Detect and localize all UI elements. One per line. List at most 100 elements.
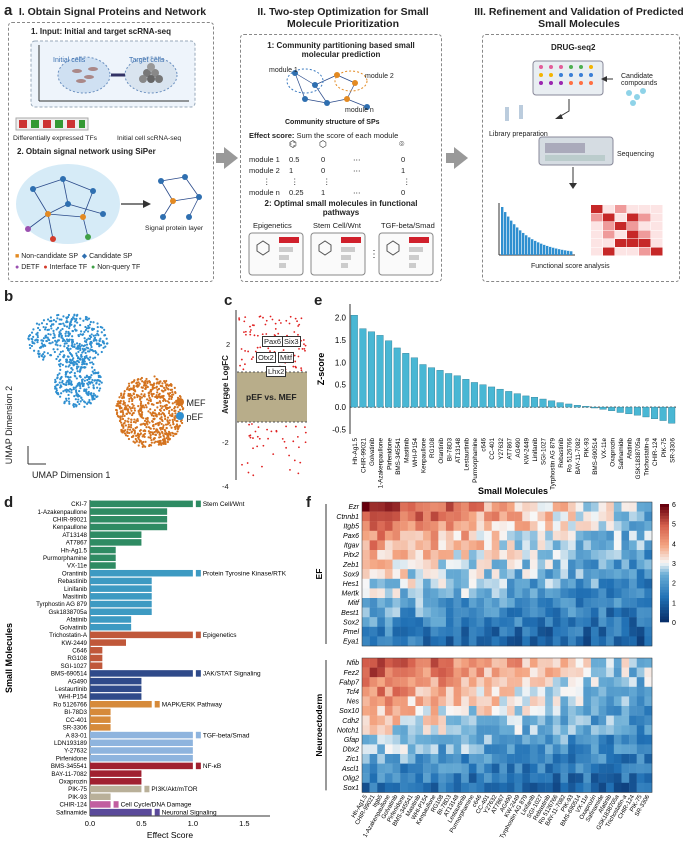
f-cell	[552, 725, 561, 735]
umap-point-pef	[49, 324, 53, 328]
f-cell	[415, 773, 424, 783]
f-cell	[407, 530, 416, 541]
f-cell	[400, 754, 408, 764]
f-cell	[491, 569, 500, 579]
umap-point-mef	[174, 391, 177, 395]
f-cell	[552, 559, 561, 570]
volcano-point-down	[258, 437, 261, 440]
f-cell	[545, 540, 553, 551]
mini-heat-cell	[627, 239, 639, 247]
f-cell	[636, 588, 645, 599]
f-cell	[430, 559, 439, 570]
f-cell	[537, 598, 546, 608]
umap-point-pef	[88, 398, 91, 402]
umap-point-pef	[88, 337, 91, 341]
umap-point-mef	[156, 391, 159, 394]
f-cell	[636, 763, 645, 774]
f-cell	[438, 686, 447, 697]
volcano-point-down	[299, 461, 302, 464]
volcano-point-up	[265, 319, 268, 322]
f-cell	[583, 744, 592, 755]
umap-point-pef	[96, 330, 99, 333]
umap-point-mef	[115, 412, 119, 416]
umap-point-mef	[144, 445, 147, 448]
umap-point-mef	[135, 382, 138, 385]
umap-point-mef	[152, 427, 155, 430]
umap-point-mef	[166, 392, 170, 395]
umap-point-mef	[130, 418, 133, 421]
volcano-point-down	[293, 459, 296, 462]
d-ytick: AT7867	[66, 540, 88, 547]
umap-point-pef	[59, 322, 62, 326]
volcano-point-down	[275, 429, 278, 432]
umap-point-pef	[96, 325, 99, 329]
umap-point-mef	[149, 383, 152, 386]
f-cell	[598, 706, 607, 716]
umap-point-pef	[79, 387, 82, 390]
f-cell	[415, 511, 424, 522]
f-cell	[507, 502, 515, 512]
f-cell	[560, 578, 569, 589]
f-colorbar-step	[660, 619, 669, 623]
umap-point-pef	[87, 347, 90, 350]
f-cell	[476, 754, 485, 764]
f-colorbar-step	[660, 601, 669, 605]
f-cell	[560, 588, 569, 599]
f-cell	[575, 706, 584, 716]
f-cell	[636, 773, 645, 783]
f-cell	[529, 696, 538, 707]
f-cell	[598, 530, 607, 541]
volcano-point-up	[289, 315, 292, 318]
umap-point-mef	[140, 407, 143, 410]
volcano-plot	[235, 310, 307, 480]
umap-point-pef	[74, 389, 78, 392]
f-cell	[362, 696, 370, 707]
f-cell	[362, 667, 370, 678]
umap-point-pef	[93, 379, 97, 382]
umap-point-mef	[161, 419, 164, 423]
d-bar	[90, 685, 142, 693]
e-bar	[513, 393, 521, 408]
umap-point-pef	[38, 352, 41, 355]
umap-point-mef	[141, 386, 144, 389]
f-cell	[575, 540, 584, 551]
f-cell	[514, 658, 523, 668]
f-cell	[560, 725, 569, 735]
f-block-frame-neuro	[361, 657, 653, 793]
f-cell	[560, 626, 569, 637]
f-cell	[537, 686, 546, 697]
umap-point-mef	[138, 382, 141, 385]
umap-point-mef	[143, 422, 146, 426]
f-gene-label: Notch1	[337, 727, 359, 734]
f-cell	[362, 626, 370, 637]
umap-point-mef	[124, 419, 127, 422]
f-cell	[552, 636, 561, 647]
umap-point-pef	[62, 382, 65, 386]
volcano-point-up	[273, 334, 276, 336]
f-cell	[484, 530, 492, 541]
f-cell	[369, 578, 378, 589]
umap-point-pef	[89, 356, 92, 359]
mini-heat-cell	[615, 213, 627, 222]
e-xtick: VX-11e	[601, 438, 608, 459]
e-bar	[668, 406, 676, 424]
f-cell	[575, 734, 584, 745]
umap-point-mef	[139, 398, 142, 401]
f-cell	[430, 502, 439, 512]
umap-point-pef	[60, 392, 63, 395]
f-cell	[644, 706, 653, 716]
f-cell	[583, 550, 592, 560]
f-cell	[491, 773, 500, 783]
f-cell	[568, 696, 576, 707]
umap-point-pef	[80, 396, 83, 399]
f-cell	[423, 598, 431, 608]
umap-point-mef	[163, 380, 166, 383]
f-cell	[529, 636, 538, 647]
f-cell	[514, 511, 523, 522]
f-cell	[644, 540, 653, 551]
umap-point-pef	[92, 384, 95, 387]
volcano-point-up	[240, 348, 243, 350]
umap-point-mef	[118, 407, 122, 410]
e-bar	[359, 328, 367, 408]
f-cell	[560, 782, 569, 793]
